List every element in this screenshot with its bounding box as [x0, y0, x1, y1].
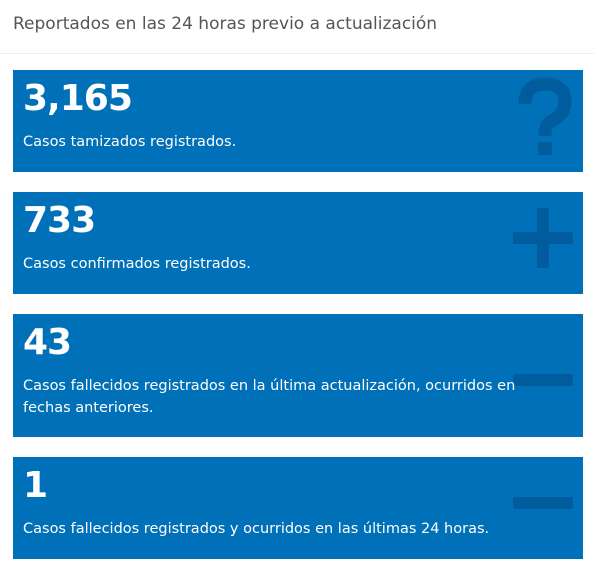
card-label: Casos fallecidos registrados y ocurridos… [23, 521, 490, 537]
card-label: Casos fallecidos registrados en la últim… [23, 378, 516, 416]
card-value: 733 [23, 200, 96, 241]
card-value: 3,165 [23, 78, 133, 119]
card: 43 Casos fallecidos registrados en la úl… [13, 314, 583, 437]
separator [0, 53, 594, 54]
plus-icon [513, 208, 573, 268]
card: 1 Casos fallecidos registrados y ocurrid… [13, 457, 583, 559]
card-label: Casos confirmados registrados. [23, 256, 251, 272]
card-label: Casos tamizados registrados. [23, 134, 237, 150]
card-value: 1 [23, 465, 48, 506]
minus-icon [513, 497, 573, 509]
question-icon [518, 77, 572, 155]
minus-icon [513, 374, 573, 386]
header-title: Reportados en las 24 horas previo a actu… [13, 14, 438, 34]
card: 733 Casos confirmados registrados. [13, 192, 583, 294]
card: 3,165 Casos tamizados registrados. [13, 70, 583, 172]
card-value: 43 [23, 322, 72, 363]
